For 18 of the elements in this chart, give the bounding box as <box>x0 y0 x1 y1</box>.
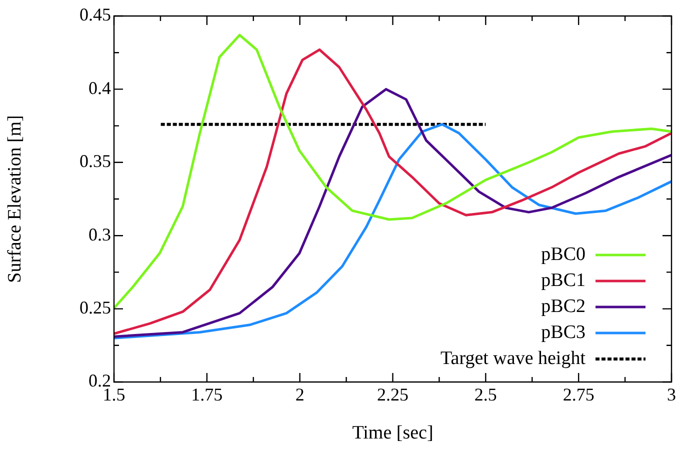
x-tick-label: 2.25 <box>377 384 408 405</box>
x-tick-label: 2 <box>295 384 304 405</box>
y-axis-title: Surface Elevation [m] <box>4 115 26 283</box>
x-tick-label: 1.75 <box>191 384 223 405</box>
x-tick-label: 2.5 <box>474 384 497 405</box>
legend-label: Target wave height <box>440 348 586 369</box>
legend-label: pBC3 <box>541 322 586 343</box>
x-tick-label: 3 <box>667 384 676 405</box>
legend-label: pBC0 <box>541 244 586 265</box>
x-tick-label: 2.75 <box>562 384 594 405</box>
x-axis-title: Time [sec] <box>352 422 434 444</box>
y-tick-label: 0.25 <box>80 298 111 318</box>
y-tick-label: 0.4 <box>88 78 111 98</box>
legend-label: pBC2 <box>541 296 586 317</box>
y-tick-label: 0.45 <box>80 4 111 25</box>
y-tick-label: 0.3 <box>88 224 111 244</box>
legend-label: pBC1 <box>541 270 586 291</box>
y-tick-label: 0.35 <box>80 151 111 172</box>
